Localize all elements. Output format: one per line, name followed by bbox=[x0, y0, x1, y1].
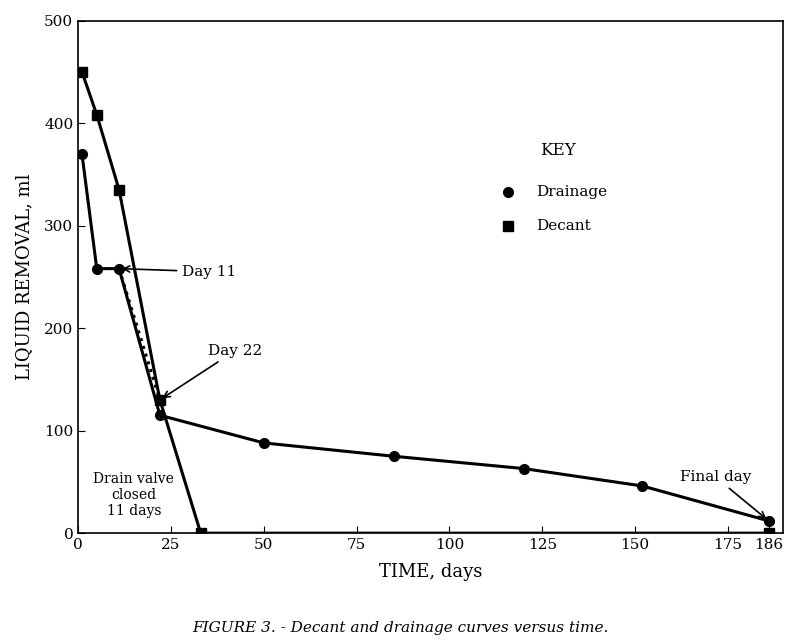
Text: FIGURE 3. - Decant and drainage curves versus time.: FIGURE 3. - Decant and drainage curves v… bbox=[192, 620, 608, 635]
X-axis label: TIME, days: TIME, days bbox=[379, 563, 482, 581]
Text: KEY: KEY bbox=[540, 142, 576, 159]
Text: Decant: Decant bbox=[537, 219, 591, 233]
Text: Day 22: Day 22 bbox=[164, 344, 262, 397]
Text: Drainage: Drainage bbox=[537, 185, 608, 199]
Text: Drain valve
closed
11 days: Drain valve closed 11 days bbox=[94, 472, 174, 518]
Text: Day 11: Day 11 bbox=[124, 265, 237, 279]
Text: Final day: Final day bbox=[679, 470, 765, 518]
Y-axis label: LIQUID REMOVAL, ml: LIQUID REMOVAL, ml bbox=[15, 174, 33, 380]
